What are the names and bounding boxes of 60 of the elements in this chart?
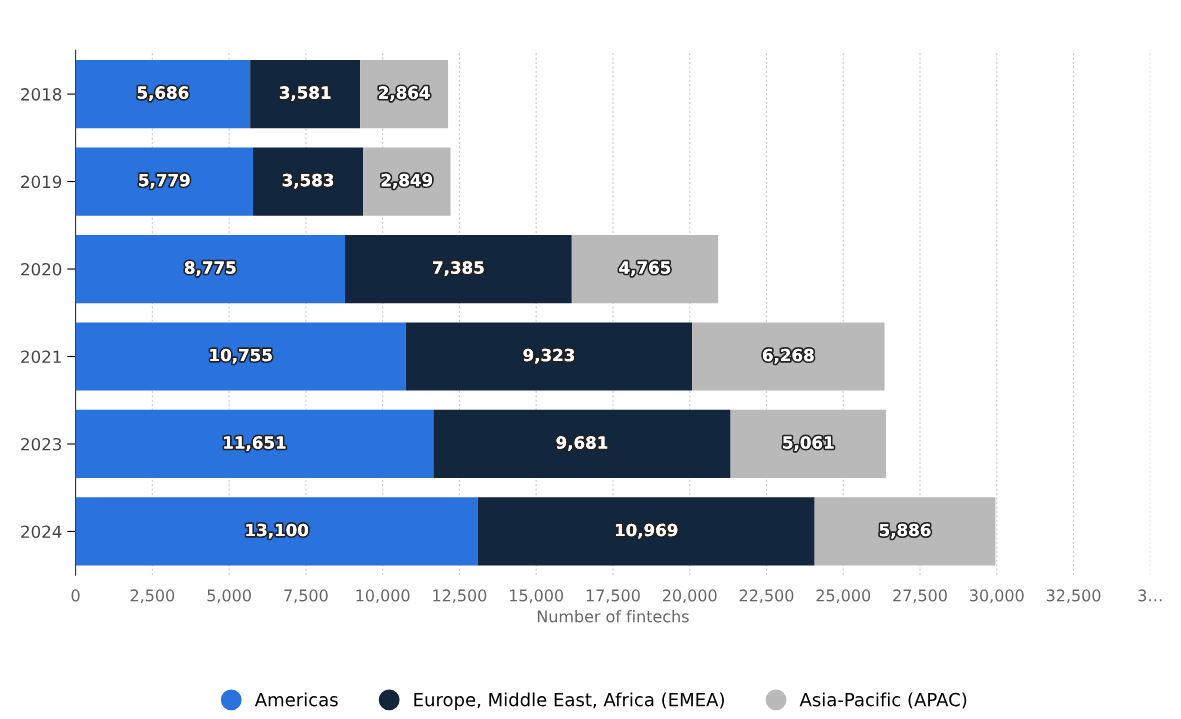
- x-tick-label: 0: [71, 589, 80, 602]
- bar: [345, 234, 572, 304]
- bar: [75, 147, 254, 216]
- bar: [571, 234, 719, 304]
- x-tick-label: 7,500: [284, 589, 328, 604]
- bar: [75, 234, 346, 304]
- x-tick-label: 22,500: [739, 589, 794, 604]
- bar: [692, 322, 885, 391]
- bar: [405, 322, 693, 391]
- legend-label: Asia-Pacific (APAC): [799, 692, 967, 709]
- legend-label: Americas: [254, 692, 338, 707]
- bar: [730, 409, 887, 479]
- x-tick-label: 10,000: [356, 589, 410, 604]
- data-label: 6,268: [763, 348, 814, 364]
- x-tick-label: 12,500: [433, 589, 487, 604]
- legend-label: Europe, Middle East, Africa (EMEA): [414, 692, 724, 710]
- bar: [250, 59, 361, 129]
- data-label: 4,765: [619, 261, 671, 276]
- x-tick-label: 2,500: [130, 589, 175, 604]
- data-label: 9,323: [523, 348, 574, 364]
- data-label: 3,581: [279, 86, 331, 102]
- bar: [363, 147, 451, 216]
- x-tick-label: 27,500: [893, 589, 947, 604]
- x-tick-label: 3…: [1138, 589, 1162, 602]
- data-label: 5,686: [137, 86, 189, 102]
- data-label: 13,100: [246, 523, 309, 539]
- bar: [75, 409, 434, 479]
- y-tick-label: 2020: [21, 262, 62, 276]
- x-tick-label: 30,000: [970, 589, 1024, 604]
- x-tick-label: 15,000: [509, 589, 564, 604]
- x-tick-label: 5,000: [207, 589, 251, 604]
- x-axis-title: Number of fintechs: [537, 610, 689, 623]
- data-label: 9,681: [556, 436, 608, 451]
- bar: [253, 147, 364, 216]
- data-label: 5,061: [783, 436, 834, 451]
- y-tick-label: 2018: [21, 88, 62, 101]
- bar: [75, 322, 406, 391]
- data-label: 2,849: [381, 173, 433, 189]
- bar: [75, 59, 251, 129]
- x-tick-label: 32,500: [1046, 589, 1101, 604]
- y-tick-label: 2023: [21, 437, 62, 451]
- data-label: 10,755: [210, 348, 272, 364]
- data-label: 10,969: [615, 523, 678, 539]
- data-label: 3,583: [282, 173, 334, 189]
- bar: [433, 409, 731, 479]
- data-label: 5,886: [879, 523, 931, 539]
- data-label: 11,651: [224, 436, 286, 451]
- data-label: 7,385: [433, 261, 484, 276]
- bar: [75, 497, 478, 566]
- y-tick-label: 2019: [21, 175, 62, 189]
- data-label: 8,775: [184, 261, 236, 276]
- bar: [814, 497, 996, 566]
- x-tick-label: 17,500: [586, 589, 640, 604]
- data-label: 2,864: [379, 86, 430, 102]
- y-tick-label: 2021: [21, 350, 61, 364]
- data-label: 5,779: [139, 173, 190, 189]
- bar: [477, 497, 815, 566]
- y-tick-label: 2024: [21, 525, 62, 539]
- x-tick-label: 20,000: [662, 589, 717, 604]
- x-tick-label: 25,000: [816, 589, 871, 604]
